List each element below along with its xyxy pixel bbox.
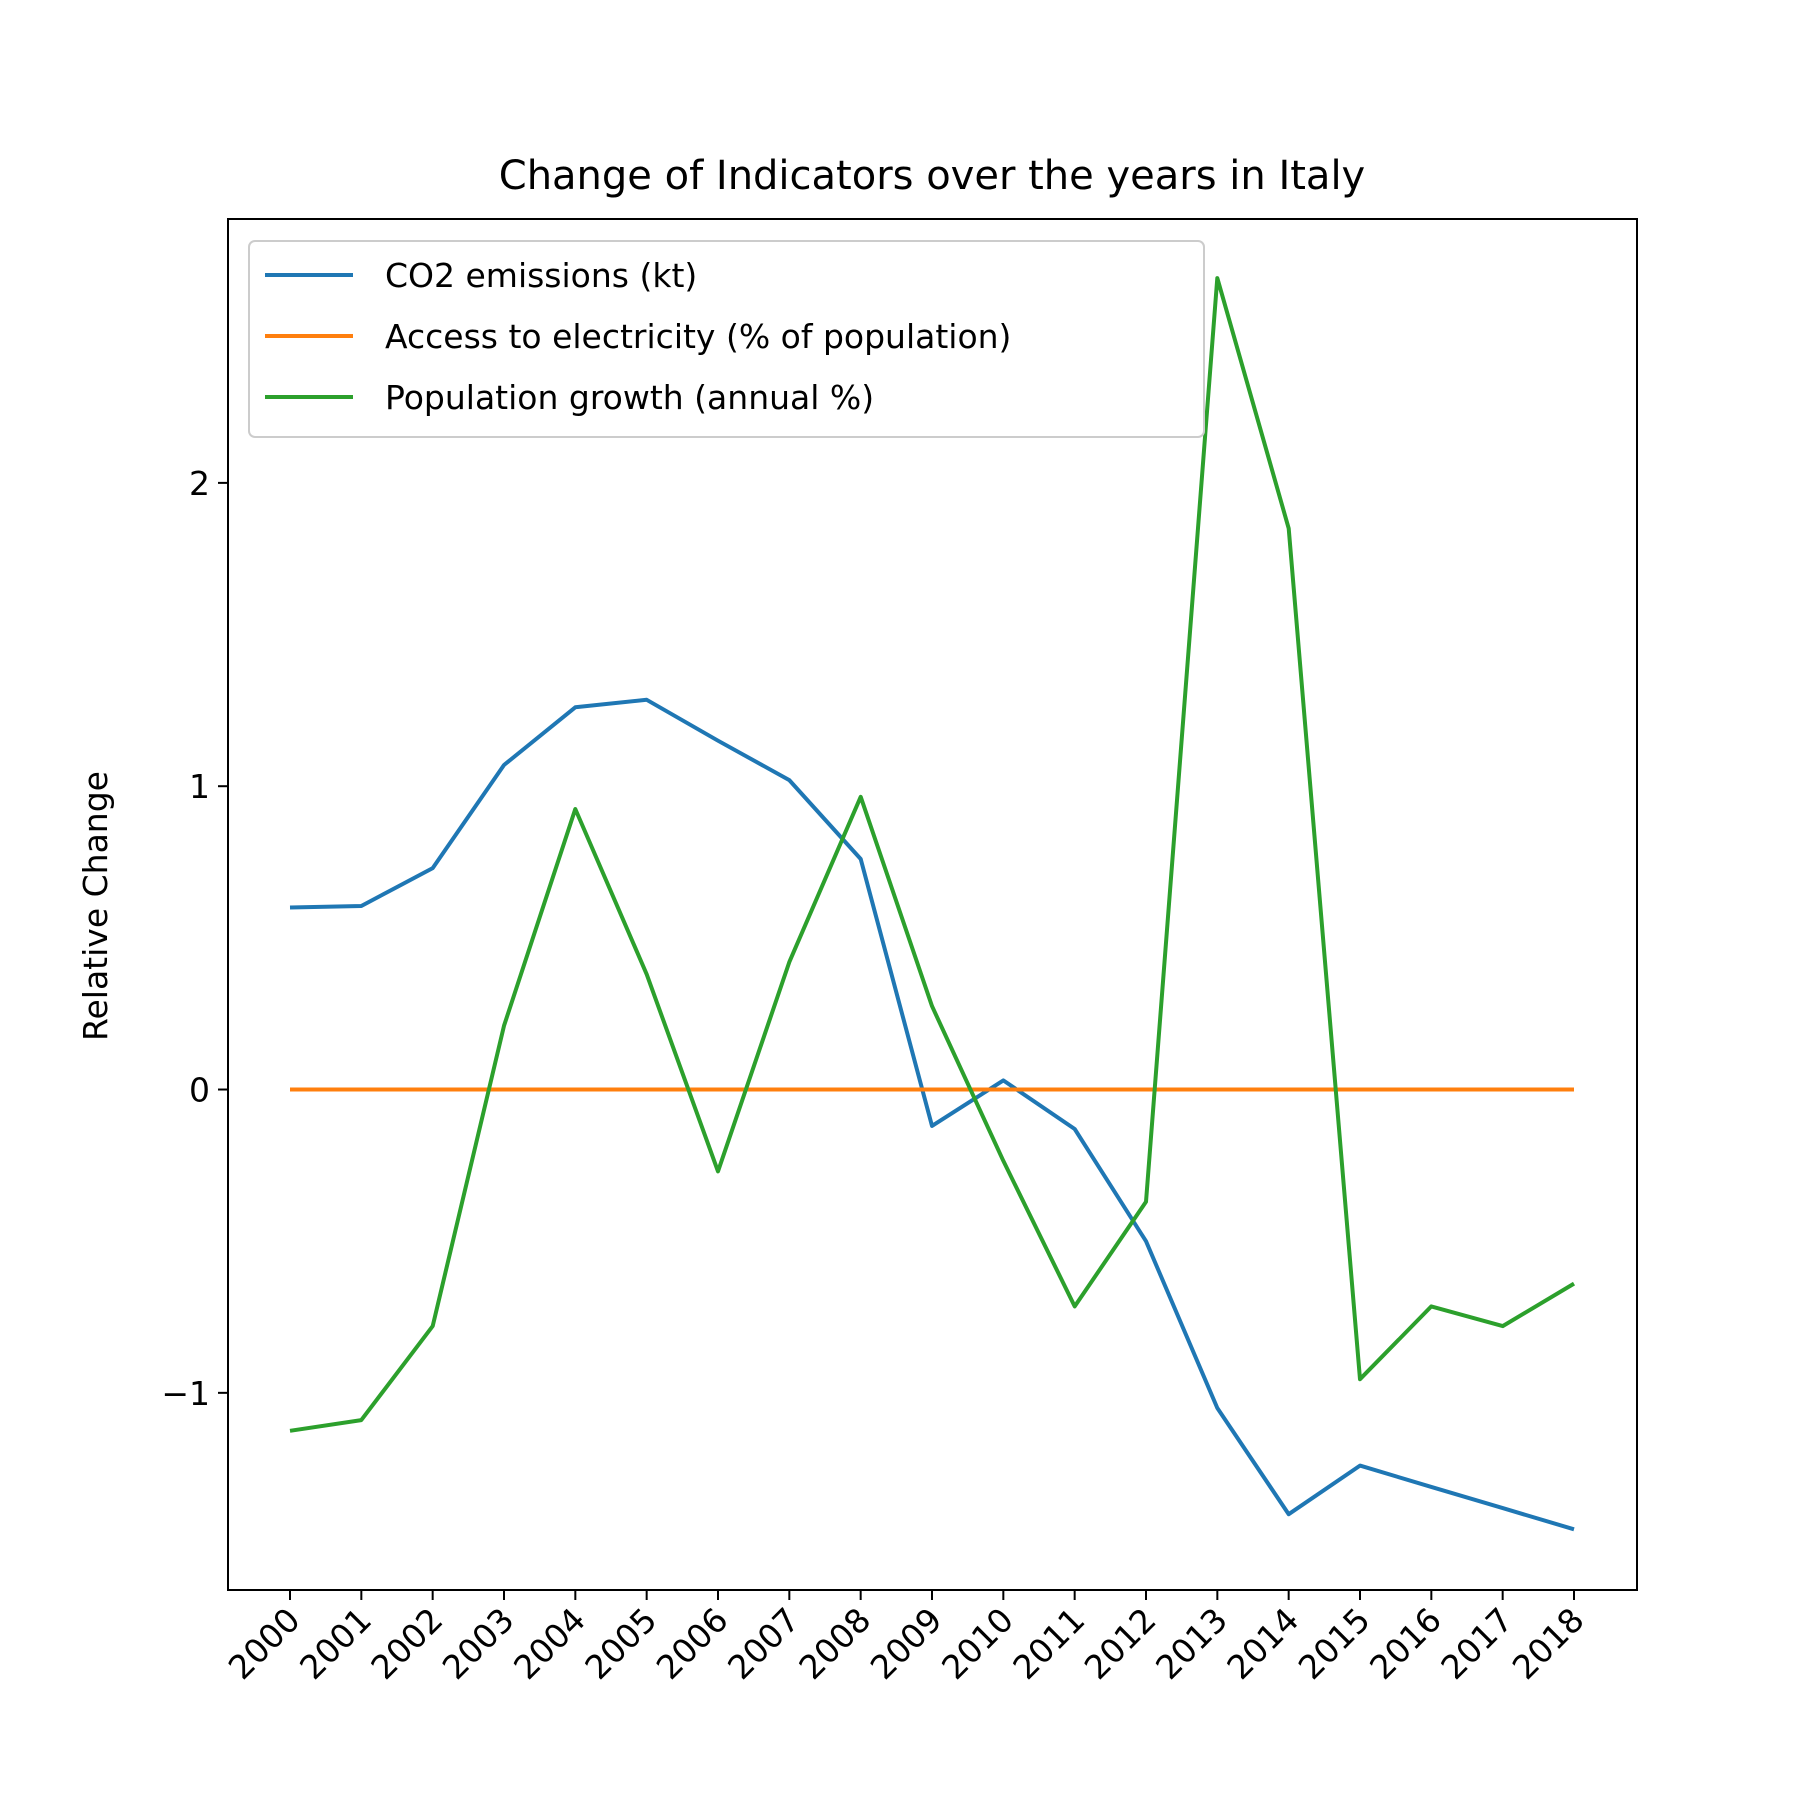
y-axis-ticks: −1 0 1 2 [161, 464, 228, 1413]
series-line-0 [289, 697, 1575, 1532]
y-tick-label: 2 [189, 464, 210, 503]
legend-label-2: Population growth (annual %) [385, 378, 874, 417]
y-tick-label: 1 [189, 767, 210, 806]
series-line-2 [289, 276, 1576, 1433]
series-lines [289, 276, 1576, 1532]
legend: CO2 emissions (kt) Access to electricity … [248, 240, 1205, 438]
y-axis-title: Relative Change [76, 771, 115, 1041]
chart-title: Change of Indicators over the years in I… [499, 153, 1365, 199]
y-tick-label: 0 [189, 1071, 210, 1110]
plot-area-frame [227, 218, 1638, 1591]
legend-label-0: CO2 emissions (kt) [385, 256, 697, 295]
legend-label-1: Access to electricity (% of population) [385, 317, 1011, 356]
y-tick-label: −1 [161, 1374, 210, 1413]
legend-box [248, 240, 1205, 438]
